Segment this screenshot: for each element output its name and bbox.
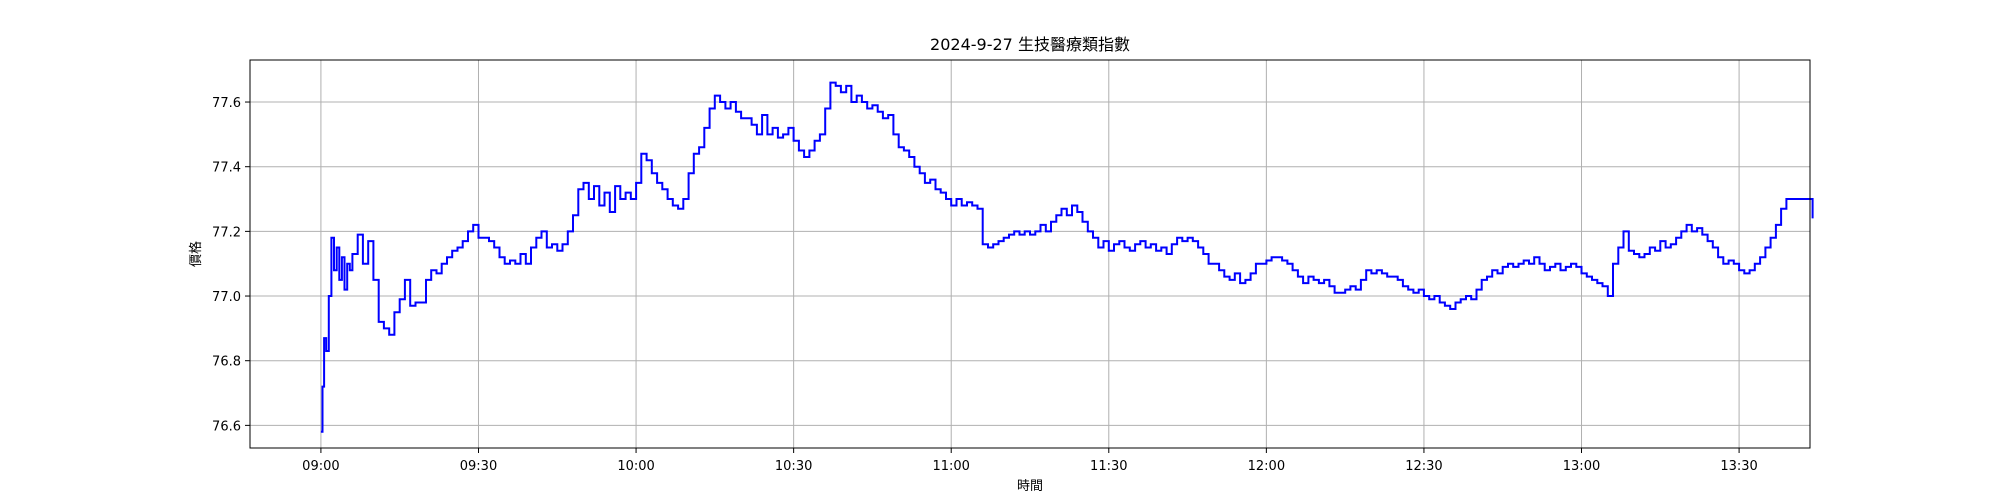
series-line xyxy=(320,81,1814,433)
x-tick-label: 12:30 xyxy=(1405,459,1442,474)
y-axis-label: 價格 xyxy=(188,241,204,267)
y-tick-label: 77.0 xyxy=(212,290,241,305)
y-tick-label: 77.6 xyxy=(212,96,241,111)
x-axis-label: 時間 xyxy=(1017,479,1043,494)
y-axis-ticks: 76.6 76.8 77.0 77.2 77.4 77.6 xyxy=(212,96,250,434)
x-axis-ticks: 09:00 09:30 10:00 10:30 11:00 11:30 12:00 12:30… xyxy=(302,448,1758,474)
x-tick-label: 10:30 xyxy=(775,459,812,474)
plot-frame xyxy=(249,59,1811,449)
x-tick-label: 12:00 xyxy=(1248,459,1285,474)
chart-title: 2024-9-27 生技醫療類指數 xyxy=(930,35,1130,54)
y-tick-label: 77.2 xyxy=(212,225,241,240)
x-tick-label: 13:30 xyxy=(1720,459,1757,474)
x-tick-label: 11:30 xyxy=(1090,459,1127,474)
x-tick-label: 11:00 xyxy=(932,459,969,474)
y-tick-label: 77.4 xyxy=(212,161,241,176)
x-tick-label: 10:00 xyxy=(617,459,654,474)
y-tick-label: 76.8 xyxy=(212,355,241,370)
x-tick-label: 09:00 xyxy=(302,459,339,474)
x-tick-label: 13:00 xyxy=(1563,459,1600,474)
series-group xyxy=(320,81,1814,433)
y-tick-label: 76.6 xyxy=(212,419,241,434)
x-tick-label: 09:30 xyxy=(460,459,497,474)
